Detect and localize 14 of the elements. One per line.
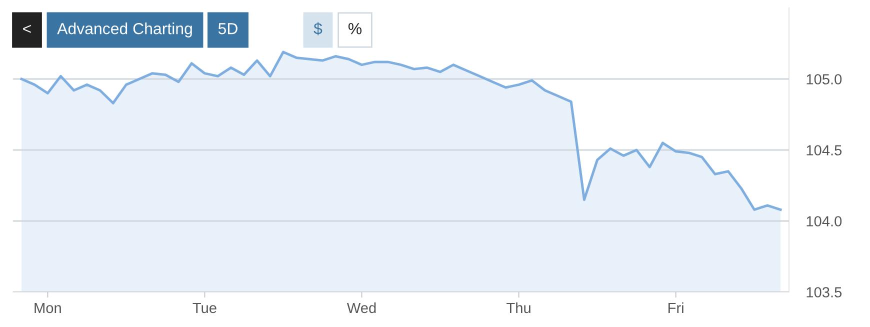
y-tick-label: 104.5: [806, 145, 842, 156]
annotation: Advanced Charting: [57, 22, 192, 38]
x-tick-label: Tue: [192, 302, 216, 314]
y-tick-label: 104.0: [806, 216, 842, 226]
x-tick-label: Fri: [668, 302, 684, 313]
x-tick-label: Thu: [506, 302, 530, 314]
x-tick-label: Mon: [34, 302, 61, 314]
annotation: <: [23, 24, 31, 33]
annotation: %: [348, 23, 362, 34]
y-tick-label: 103.5: [806, 287, 842, 298]
x-tick-label: Wed: [346, 302, 376, 314]
y-tick-label: 105.0: [806, 74, 842, 84]
annotation: 5D: [218, 23, 238, 34]
annotation: $: [314, 22, 322, 36]
